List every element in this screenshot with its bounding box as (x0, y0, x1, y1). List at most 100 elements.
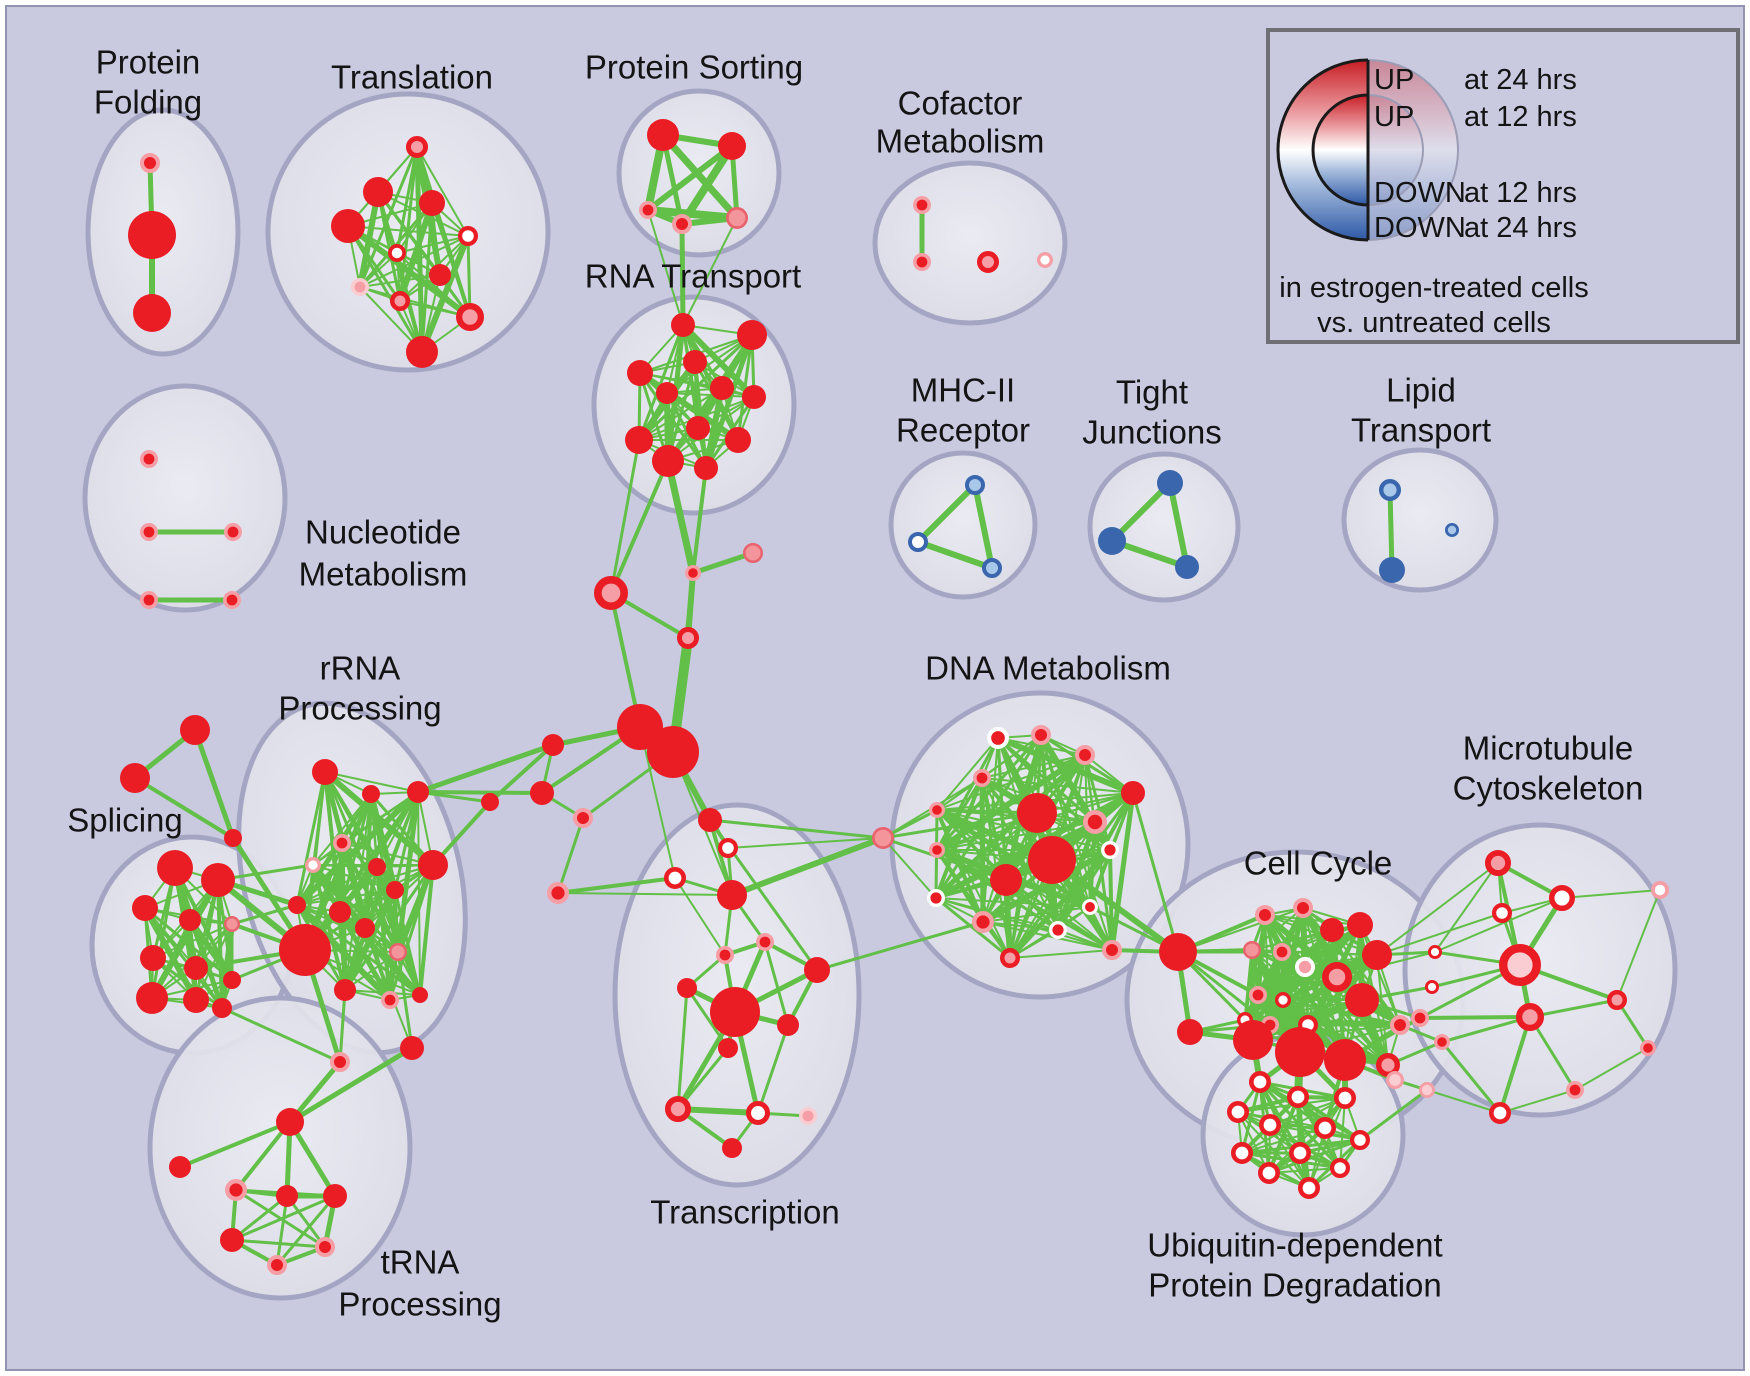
node-dna-metabolism[interactable] (972, 911, 995, 934)
node-backbone[interactable] (647, 726, 699, 778)
node-ubiquitin-degradation[interactable] (1258, 1162, 1281, 1185)
node-protein-sorting[interactable] (726, 207, 748, 229)
node-dna-metabolism[interactable] (1083, 810, 1108, 835)
node-protein-sorting[interactable] (672, 214, 692, 234)
node-microtubule-cytoskeleton[interactable] (1489, 1102, 1512, 1125)
node-mhc-ii-receptor[interactable] (965, 475, 985, 495)
node-transcription[interactable] (755, 932, 774, 951)
node-microtubule-cytoskeleton[interactable] (1516, 1003, 1545, 1032)
node-nucleotide-metabolism[interactable] (223, 590, 242, 609)
node-dna-metabolism[interactable] (1075, 745, 1095, 765)
node-dna-metabolism[interactable] (927, 889, 946, 908)
node-transcription[interactable] (717, 880, 747, 910)
node-protein-sorting[interactable] (638, 201, 657, 220)
node-translation[interactable] (390, 291, 410, 311)
node-rna-transport[interactable] (710, 376, 734, 400)
node-rrna-processing[interactable] (279, 924, 331, 976)
node-dna-metabolism[interactable] (1028, 836, 1076, 884)
node-nucleotide-metabolism[interactable] (224, 522, 243, 541)
node-transcription[interactable] (715, 945, 734, 964)
node-rrna-processing[interactable] (332, 833, 351, 852)
node-ubiquitin-degradation[interactable] (1231, 1142, 1254, 1165)
node-transcription[interactable] (698, 808, 722, 832)
node-rrna-processing[interactable] (386, 881, 404, 899)
node-dna-metabolism[interactable] (1082, 899, 1099, 916)
node-cell-cycle[interactable] (1295, 957, 1316, 978)
node-transcription[interactable] (710, 987, 760, 1037)
node-dna-metabolism[interactable] (928, 801, 945, 818)
node-microtubule-cytoskeleton[interactable] (1639, 1039, 1656, 1056)
node-cell-cycle[interactable] (1243, 941, 1261, 959)
node-dna-metabolism[interactable] (1048, 921, 1067, 940)
node-cell-cycle[interactable] (1390, 1015, 1410, 1035)
node-dna-metabolism[interactable] (1031, 725, 1051, 745)
node-cell-cycle[interactable] (1322, 962, 1352, 992)
node-trna-processing[interactable] (276, 1108, 304, 1136)
node-tight-junctions[interactable] (1157, 470, 1183, 496)
node-dna-metabolism[interactable] (1102, 940, 1122, 960)
node-translation[interactable] (458, 226, 479, 247)
node-cofactor-metabolism[interactable] (912, 253, 931, 272)
node-cell-cycle[interactable] (1249, 985, 1268, 1004)
node-ubiquitin-degradation[interactable] (1227, 1101, 1250, 1124)
node-rrna-processing[interactable] (329, 901, 351, 923)
node-rrna-processing[interactable] (389, 943, 407, 961)
node-backbone[interactable] (594, 576, 629, 611)
node-dna-metabolism[interactable] (1017, 793, 1057, 833)
node-rrna-processing[interactable] (288, 896, 306, 914)
node-backbone[interactable] (547, 882, 570, 905)
node-backbone[interactable] (872, 827, 894, 849)
node-microtubule-cytoskeleton[interactable] (1485, 849, 1512, 876)
node-splicing[interactable] (183, 987, 209, 1013)
node-backbone[interactable] (1424, 979, 1439, 994)
node-microtubule-cytoskeleton[interactable] (1491, 902, 1512, 923)
node-splicing[interactable] (136, 982, 168, 1014)
node-translation[interactable] (388, 243, 407, 262)
node-lipid-transport[interactable] (1445, 523, 1460, 538)
node-cell-cycle[interactable] (1275, 1027, 1325, 1077)
node-ubiquitin-degradation[interactable] (1334, 1087, 1357, 1110)
node-translation[interactable] (419, 190, 445, 216)
node-rna-transport[interactable] (656, 382, 678, 404)
node-backbone[interactable] (1411, 1008, 1430, 1027)
node-lipid-transport[interactable] (1379, 557, 1405, 583)
node-trna-processing[interactable] (323, 1184, 347, 1208)
node-backbone[interactable] (743, 543, 763, 563)
node-ubiquitin-degradation[interactable] (1249, 1071, 1272, 1094)
node-dna-metabolism[interactable] (987, 727, 1010, 750)
node-transcription[interactable] (804, 957, 830, 983)
node-ubiquitin-degradation[interactable] (1298, 1177, 1321, 1200)
node-rrna-processing[interactable] (368, 858, 386, 876)
node-translation[interactable] (350, 277, 369, 296)
node-rrna-processing[interactable] (418, 850, 448, 880)
node-transcription[interactable] (663, 866, 686, 889)
node-cell-cycle[interactable] (1362, 940, 1392, 970)
node-transcription[interactable] (722, 1138, 742, 1158)
node-backbone[interactable] (530, 781, 554, 805)
node-splicing[interactable] (157, 850, 193, 886)
node-rrna-processing[interactable] (312, 759, 338, 785)
node-cell-cycle[interactable] (1347, 912, 1373, 938)
node-splicing[interactable] (224, 916, 240, 932)
node-transcription[interactable] (746, 1101, 771, 1126)
node-ubiquitin-degradation[interactable] (1349, 1129, 1370, 1150)
node-protein-folding[interactable] (133, 294, 171, 332)
node-lipid-transport[interactable] (1378, 479, 1401, 502)
node-transcription[interactable] (777, 1014, 799, 1036)
node-backbone[interactable] (1427, 944, 1442, 959)
node-splicing[interactable] (184, 956, 208, 980)
node-splicing[interactable] (212, 998, 232, 1018)
node-backbone[interactable] (1159, 933, 1197, 971)
node-cofactor-metabolism[interactable] (1037, 251, 1054, 268)
node-rrna-processing[interactable] (304, 856, 321, 873)
node-ubiquitin-degradation[interactable] (1314, 1117, 1337, 1140)
node-ubiquitin-degradation[interactable] (1289, 1142, 1312, 1165)
node-cofactor-metabolism[interactable] (976, 251, 999, 274)
node-dna-metabolism[interactable] (1100, 841, 1119, 860)
node-microtubule-cytoskeleton[interactable] (1566, 1081, 1585, 1100)
node-transcription[interactable] (798, 1107, 817, 1126)
node-trna-processing[interactable] (330, 1052, 350, 1072)
node-dna-metabolism[interactable] (972, 768, 991, 787)
node-rna-transport[interactable] (742, 385, 766, 409)
node-backbone[interactable] (1419, 1082, 1436, 1099)
